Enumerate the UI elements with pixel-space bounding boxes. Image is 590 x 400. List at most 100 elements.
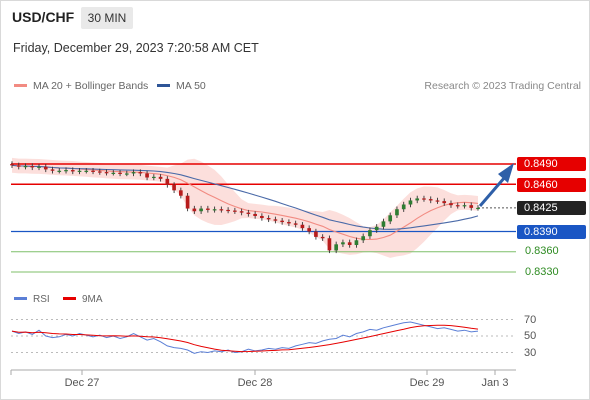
legend-rsi: RSI xyxy=(14,294,50,305)
candle-body xyxy=(287,222,291,224)
candle-body xyxy=(124,173,129,175)
candle-body xyxy=(131,172,136,174)
candle-body xyxy=(91,170,95,172)
candle-body xyxy=(253,213,257,216)
legend-ma50: MA 50 xyxy=(157,80,206,92)
candle-body xyxy=(246,212,251,214)
candle-body xyxy=(327,238,332,251)
candle-body xyxy=(273,219,278,221)
x-tick-dec28: Dec 28 xyxy=(237,377,273,389)
candle-body xyxy=(320,236,325,239)
candle-body xyxy=(172,184,176,191)
candle-body xyxy=(219,209,224,211)
candle-body xyxy=(77,170,82,172)
ma9-label: 9MA xyxy=(82,294,103,305)
credit-text: Research © 2023 Trading Central xyxy=(424,80,581,92)
timestamp: Friday, December 29, 2023 7:20:58 AM CET xyxy=(13,41,259,55)
candle-body xyxy=(307,228,311,232)
candle-body xyxy=(138,172,143,174)
candle-body xyxy=(70,170,75,172)
candle-body xyxy=(118,172,122,174)
rsi-ma9-line xyxy=(11,324,479,353)
candle-body xyxy=(361,236,366,241)
candle-body xyxy=(233,210,237,212)
candle-body xyxy=(415,198,420,201)
candle-body xyxy=(476,207,480,210)
legend-ma20: MA 20 + Bollinger Bands xyxy=(14,80,148,92)
level-tag-1: 0.8460 xyxy=(517,178,586,192)
candle-body xyxy=(314,231,318,237)
candle-body xyxy=(239,211,244,213)
candle-body xyxy=(428,199,433,201)
candle-body xyxy=(347,242,352,245)
trend-arrow-head xyxy=(498,163,514,183)
x-tick-jan3: Jan 3 xyxy=(481,377,509,389)
candle-body xyxy=(16,165,21,167)
candle-body xyxy=(212,209,217,211)
current-price-tag: 0.8425 xyxy=(517,201,586,215)
rsi-axis-70: 70 xyxy=(524,314,537,326)
candle-body xyxy=(10,164,14,166)
ma9-swatch xyxy=(63,296,76,300)
candle-body xyxy=(260,215,264,218)
candle-body xyxy=(185,195,190,209)
candle-body xyxy=(266,218,271,220)
symbol-title: USD/CHF xyxy=(12,9,75,25)
candle-body xyxy=(84,170,89,172)
candle-body xyxy=(300,224,305,229)
level-label-4: 0.8360 xyxy=(525,245,559,257)
candle-body xyxy=(145,173,149,178)
candle-body xyxy=(449,203,453,206)
trend-arrow-shaft xyxy=(478,176,507,207)
ma20-label: MA 20 + Bollinger Bands xyxy=(33,80,149,92)
rsi-line xyxy=(11,321,479,354)
ma50-label: MA 50 xyxy=(176,80,206,92)
candle-body xyxy=(64,170,68,172)
candle-body xyxy=(280,220,284,223)
candle-body xyxy=(206,208,210,210)
candle-body xyxy=(43,166,48,170)
candle-body xyxy=(97,171,102,173)
candle-body xyxy=(442,201,447,204)
candle-body xyxy=(374,226,379,231)
candle-body xyxy=(104,172,109,174)
candle-body xyxy=(354,240,359,245)
candle-body xyxy=(50,169,55,171)
candle-body xyxy=(395,209,399,216)
candle-body xyxy=(192,208,197,212)
candle-body xyxy=(462,205,467,207)
candle-body xyxy=(422,198,426,200)
level-tag-0: 0.8490 xyxy=(517,157,586,171)
rsi-swatch xyxy=(14,296,27,300)
candle-body xyxy=(381,221,386,227)
candle-body xyxy=(30,166,35,168)
candle-body xyxy=(179,190,183,196)
candle-body xyxy=(368,230,372,237)
ma20-swatch xyxy=(14,83,27,87)
rsi-label: RSI xyxy=(33,294,50,305)
candle-body xyxy=(158,176,163,179)
candle-body xyxy=(199,208,203,212)
candle-body xyxy=(388,215,393,222)
level-tag-3: 0.8390 xyxy=(517,225,586,239)
candle-body xyxy=(334,244,339,251)
candle-body xyxy=(151,176,156,179)
level-label-5: 0.8330 xyxy=(525,266,559,278)
ma50-swatch xyxy=(157,83,170,87)
timeframe-button[interactable]: 30 MIN xyxy=(81,7,133,29)
candle-body xyxy=(469,205,474,208)
candle-body xyxy=(23,166,28,168)
candle-body xyxy=(165,178,170,185)
candle-body xyxy=(455,205,460,207)
candle-body xyxy=(37,166,41,168)
candle-body xyxy=(435,200,440,202)
legend-9ma: 9MA xyxy=(63,294,103,305)
candle-body xyxy=(111,172,116,174)
x-tick-dec27: Dec 27 xyxy=(64,377,100,389)
rsi-axis-50: 50 xyxy=(524,330,537,342)
ma50-line xyxy=(11,164,479,230)
bollinger-band xyxy=(12,157,478,258)
candle-body xyxy=(57,170,62,172)
candle-body xyxy=(226,209,230,212)
